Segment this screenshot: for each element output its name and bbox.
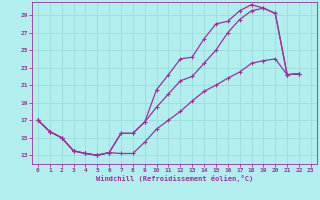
X-axis label: Windchill (Refroidissement éolien,°C): Windchill (Refroidissement éolien,°C) — [96, 175, 253, 182]
